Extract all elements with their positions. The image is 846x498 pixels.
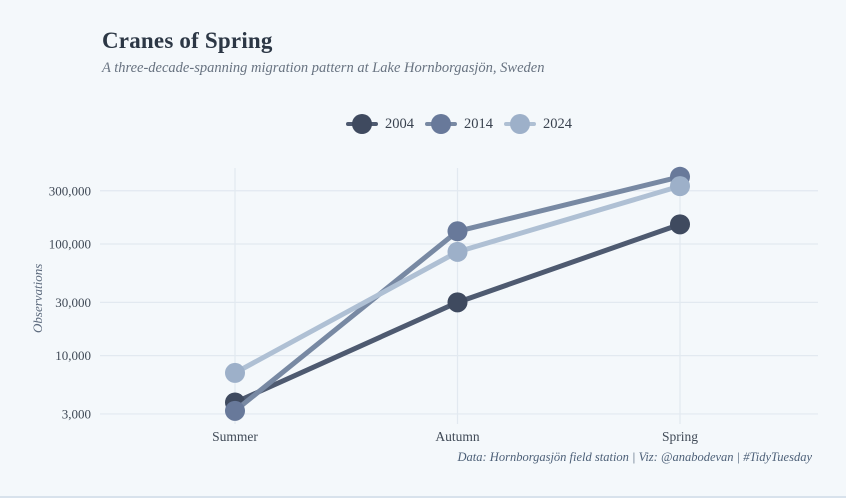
x-tick-label: Spring: [662, 429, 698, 444]
data-point-2024-autumn: [447, 241, 468, 262]
caption: Data: Hornborgasjön field station | Viz:…: [457, 450, 812, 464]
y-tick-label: 100,000: [49, 237, 91, 252]
data-point-2024-spring: [670, 176, 690, 197]
legend-item-2024: 2024: [504, 113, 572, 135]
y-tick-label: 10,000: [55, 348, 91, 363]
y-tick-label: 3,000: [62, 406, 91, 421]
legend-marker-2014: [425, 113, 457, 135]
legend-dot-swatch: [352, 114, 372, 134]
y-axis-title: Observations: [30, 263, 45, 333]
legend-label-2024: 2024: [543, 115, 572, 132]
x-tick-label: Summer: [212, 429, 258, 444]
data-point-2004-autumn: [447, 292, 468, 313]
data-point-2014-autumn: [447, 221, 468, 242]
data-point-2014-summer: [225, 400, 245, 421]
data-point-2024-summer: [225, 362, 245, 383]
legend-dot-swatch: [510, 114, 530, 134]
chart-subtitle: A three-decade-spanning migration patter…: [102, 60, 545, 76]
legend-dot-swatch: [431, 114, 451, 134]
legend-marker-2024: [504, 113, 536, 135]
x-tick-label: Autumn: [435, 429, 480, 444]
legend: 2004 2014 2024: [346, 113, 572, 135]
legend-label-2004: 2004: [385, 115, 414, 132]
legend-label-2014: 2014: [464, 115, 493, 132]
legend-marker-2004: [346, 113, 378, 135]
y-tick-label: 30,000: [55, 295, 91, 310]
legend-item-2014: 2014: [425, 113, 493, 135]
data-point-2004-spring: [670, 214, 690, 235]
y-tick-label: 300,000: [49, 183, 91, 198]
chart-title: Cranes of Spring: [102, 28, 273, 53]
legend-item-2004: 2004: [346, 113, 414, 135]
